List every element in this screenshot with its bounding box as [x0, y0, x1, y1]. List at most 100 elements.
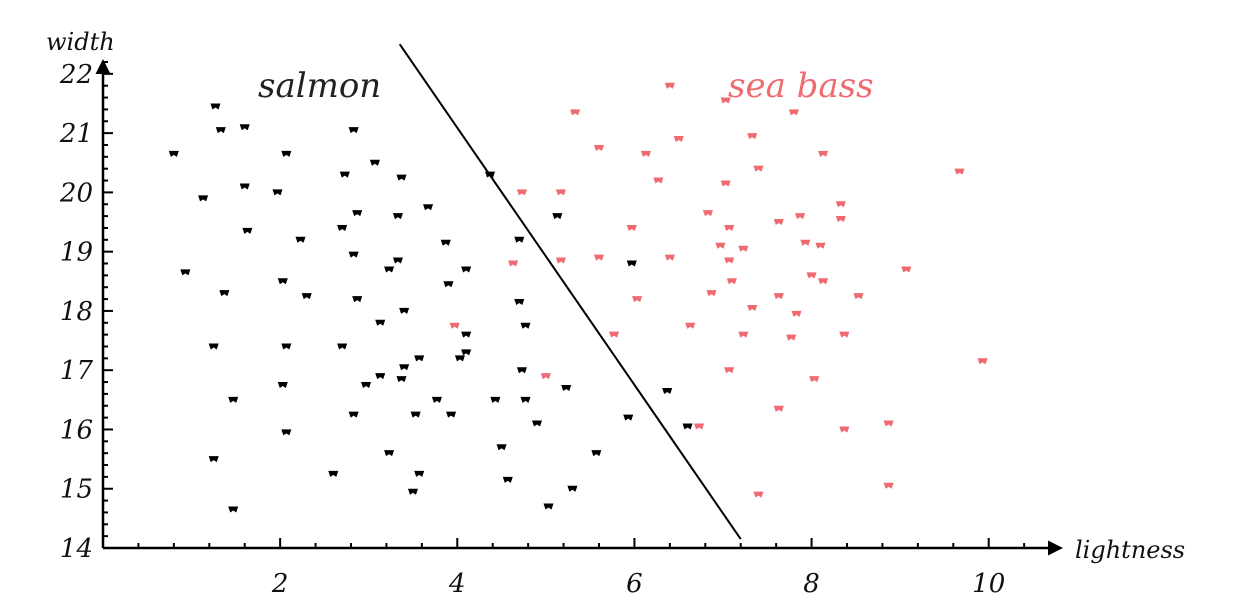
salmon-point [520, 396, 531, 403]
sea-bass-point [901, 266, 912, 273]
sea-bass-point [632, 296, 643, 303]
x-ticks: 2 4 6 8 10 [271, 538, 1005, 599]
sea-bass-point [516, 189, 527, 196]
salmon-point [328, 470, 339, 477]
salmon-point [352, 210, 363, 217]
salmon-point [375, 319, 386, 326]
sea-bass-point [795, 213, 806, 220]
sea-bass-point [786, 334, 797, 341]
sea-bass-point [815, 242, 826, 249]
salmon-point [662, 387, 673, 394]
x-tick-label: 6 [626, 569, 643, 599]
x-axis-title: lightness [1075, 536, 1185, 564]
sea-bass-point [788, 109, 799, 116]
sea-bass-point [818, 150, 829, 157]
salmon-point [408, 488, 418, 495]
sea-bass-point [839, 331, 850, 338]
y-tick-label: 18 [60, 297, 93, 327]
y-tick-label: 21 [59, 119, 93, 149]
salmon-point [392, 257, 403, 264]
sea-bass-point [706, 290, 717, 297]
sea-bass-point [738, 331, 749, 338]
salmon-point [337, 343, 348, 350]
salmon-point [502, 476, 513, 483]
y-tick-label: 19 [60, 238, 93, 268]
salmon-point [443, 281, 454, 288]
decision-boundary-line [398, 43, 742, 540]
salmon-point [295, 236, 306, 243]
y-tick-label: 20 [59, 178, 93, 208]
y-tick-label: 15 [60, 475, 93, 505]
sea-bass-point [977, 358, 988, 365]
salmon-point [384, 266, 395, 273]
data-points [168, 82, 988, 513]
sea-bass-point [626, 224, 637, 231]
salmon-point [348, 251, 359, 258]
salmon-point [348, 411, 359, 418]
sea-bass-point [809, 376, 820, 383]
sea-bass-point [664, 82, 675, 89]
salmon-point [591, 450, 602, 457]
sea-bass-point [685, 322, 696, 329]
minor-ticks [103, 61, 1026, 548]
sea-bass-point [800, 239, 811, 246]
salmon-point [440, 239, 451, 246]
salmon-point [228, 396, 239, 403]
salmon-point [496, 444, 507, 451]
salmon-point [567, 485, 578, 492]
salmon-point [337, 224, 348, 231]
salmon-point [514, 236, 525, 243]
salmon-point [348, 127, 359, 134]
salmon-point [543, 503, 554, 510]
sea-bass-point [702, 210, 713, 217]
sea-bass-point [853, 293, 864, 300]
sea-bass-point [555, 189, 566, 196]
salmon-point [396, 174, 407, 181]
sea-bass-point [449, 322, 460, 329]
x-tick-label: 10 [972, 569, 1005, 599]
sea-bass-point [954, 168, 965, 175]
salmon-point [623, 414, 634, 421]
sea-bass-point [720, 97, 731, 104]
salmon-point [399, 364, 410, 371]
salmon-point [423, 204, 434, 211]
sea-bass-point [594, 254, 604, 261]
salmon-point [561, 384, 572, 391]
salmon-point [520, 322, 531, 329]
salmon-point [277, 278, 288, 285]
sea-bass-point [773, 293, 784, 300]
sea-bass-point [555, 257, 566, 264]
salmon-point [514, 299, 525, 306]
salmon-point [228, 506, 239, 513]
salmon-point [369, 159, 380, 166]
salmon-point [208, 343, 219, 350]
salmon-point [239, 183, 250, 190]
salmon-point [301, 293, 312, 300]
salmon-point [281, 429, 292, 436]
sea-bass-point [609, 331, 620, 338]
salmon-point [215, 127, 226, 134]
y-axis-title: width [46, 28, 115, 56]
x-tick-label: 8 [803, 569, 820, 599]
sea-bass-point [653, 177, 664, 184]
sea-bass-point [791, 310, 802, 317]
salmon-point [414, 355, 425, 362]
salmon-point [446, 411, 457, 418]
salmon-point [384, 450, 395, 457]
sea-bass-point [726, 278, 737, 285]
salmon-point [392, 213, 403, 220]
salmon-point [461, 349, 472, 356]
x-tick-label: 2 [271, 569, 289, 599]
salmon-point [454, 355, 465, 362]
sea-bass-point [664, 254, 675, 261]
sea-bass-point [694, 423, 705, 430]
salmon-point [682, 423, 693, 430]
salmon-point [410, 411, 421, 418]
salmon-point [239, 124, 250, 131]
sea-bass-point [724, 224, 735, 231]
sea-bass-point [747, 133, 758, 140]
sea-bass-point [594, 144, 604, 151]
sea-bass-point [724, 367, 735, 374]
y-tick-label: 22 [59, 60, 93, 90]
sea-bass-point [747, 304, 758, 311]
